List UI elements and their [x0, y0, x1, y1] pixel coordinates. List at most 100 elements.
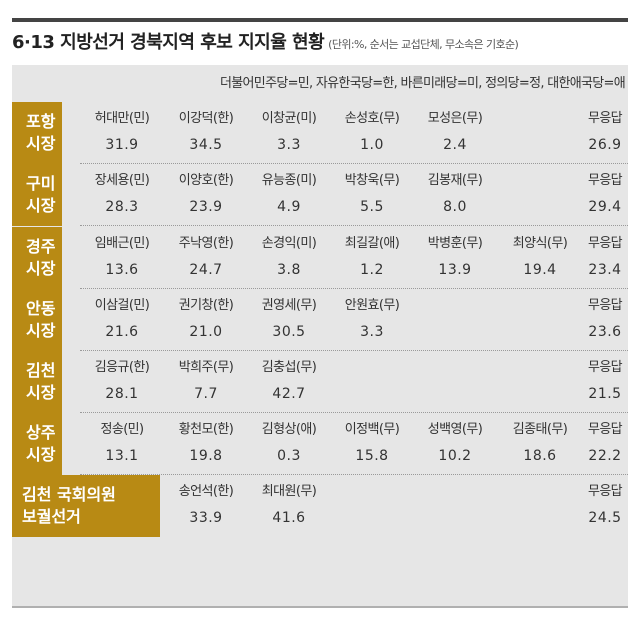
chart-subtitle: (단위:%, 순서는 교섭단체, 무소속은 기호순)	[328, 38, 519, 51]
candidate-support: 8.0	[443, 199, 467, 215]
candidate-support: 30.5	[272, 324, 306, 340]
top-rule	[12, 18, 628, 22]
candidate-support: 33.9	[189, 510, 223, 526]
candidate-support: 21.6	[105, 324, 139, 340]
race-label-line: 경주	[26, 237, 56, 256]
candidate-support: 3.3	[277, 137, 301, 153]
candidate-support: 1.0	[360, 137, 384, 153]
row-divider	[80, 350, 628, 352]
race-label-line: 구미	[26, 174, 56, 193]
candidate-support: 13.9	[438, 262, 472, 278]
race-label-line: 보궐선거	[22, 507, 81, 526]
candidate-name: 이양호(한)	[178, 173, 234, 188]
candidate-name: 권영세(무)	[261, 298, 317, 313]
candidate-support: 4.9	[277, 199, 301, 215]
candidate-name: 손성호(무)	[344, 111, 400, 126]
candidate-support: 41.6	[272, 510, 306, 526]
candidate-name: 김종태(무)	[512, 422, 568, 437]
row-divider	[80, 412, 628, 414]
party-legend: 더불어민주당=민, 자유한국당=한, 바른미래당=미, 정의당=정, 대한애국당…	[220, 76, 626, 91]
candidate-support: 13.6	[105, 262, 139, 278]
candidate-name: 안원효(무)	[344, 298, 400, 313]
candidate-name: 김충섭(무)	[261, 360, 317, 375]
race-label-line: 김천 국회의원	[22, 485, 116, 504]
candidate-support: 19.4	[523, 262, 557, 278]
no-response-value: 29.4	[588, 199, 622, 215]
candidate-support: 31.9	[105, 137, 139, 153]
candidate-name: 박병훈(무)	[427, 236, 483, 251]
race-label-line: 시장	[26, 383, 56, 402]
candidate-name: 최대원(무)	[261, 484, 317, 499]
candidate-name: 장세용(민)	[94, 173, 150, 188]
no-response-label: 무응답	[587, 236, 623, 251]
candidate-name: 김형상(애)	[261, 422, 317, 437]
candidate-support: 5.5	[360, 199, 384, 215]
no-response-label: 무응답	[587, 298, 623, 313]
candidate-name: 최양식(무)	[512, 236, 568, 251]
candidate-support: 10.2	[438, 448, 472, 464]
race-label-line: 상주	[26, 423, 56, 442]
candidate-name: 임배근(민)	[94, 236, 150, 251]
candidate-support: 1.2	[360, 262, 384, 278]
candidate-support: 23.9	[189, 199, 223, 215]
candidate-name: 황천모(한)	[178, 422, 234, 437]
candidate-name: 이창균(미)	[261, 111, 317, 126]
no-response-value: 23.6	[588, 324, 622, 340]
race-label-line: 시장	[26, 134, 56, 153]
candidate-name: 이정백(무)	[344, 422, 400, 437]
race-label-line: 시장	[26, 259, 56, 278]
no-response-value: 26.9	[588, 137, 622, 153]
candidate-support: 13.1	[105, 448, 139, 464]
row-divider	[80, 163, 628, 165]
candidate-support: 34.5	[189, 137, 223, 153]
row-divider	[80, 474, 628, 476]
candidate-support: 28.3	[105, 199, 139, 215]
candidate-support: 42.7	[272, 386, 306, 402]
candidate-name: 이강덕(한)	[178, 111, 234, 126]
chart-title: 6·13 지방선거 경북지역 후보 지지율 현황	[12, 32, 325, 53]
no-response-value: 22.2	[588, 448, 622, 464]
candidate-name: 권기창(한)	[178, 298, 234, 313]
race-label-line: 시장	[26, 445, 56, 464]
no-response-label: 무응답	[587, 422, 623, 437]
candidate-support: 2.4	[443, 137, 467, 153]
row-divider	[80, 225, 628, 227]
no-response-value: 21.5	[588, 386, 622, 402]
race-label-line: 시장	[26, 321, 56, 340]
candidate-name: 박희주(무)	[178, 360, 234, 375]
race-label-line: 안동	[26, 299, 56, 318]
candidate-name: 모성은(무)	[427, 111, 483, 126]
race-label-line: 김천	[26, 361, 56, 380]
candidate-name: 성백영(무)	[427, 422, 483, 437]
candidate-support: 3.3	[360, 324, 384, 340]
candidate-name: 최길갈(애)	[344, 236, 400, 251]
candidate-name: 유능종(미)	[261, 173, 317, 188]
candidate-support: 19.8	[189, 448, 223, 464]
candidate-support: 0.3	[277, 448, 301, 464]
candidate-name: 손경익(미)	[261, 236, 317, 251]
title-row: 6·13 지방선거 경북지역 후보 지지율 현황 (단위:%, 순서는 교섭단체…	[12, 28, 628, 64]
no-response-label: 무응답	[587, 173, 623, 188]
candidate-support: 24.7	[189, 262, 223, 278]
candidate-support: 28.1	[105, 386, 139, 402]
row-divider	[80, 288, 628, 290]
race-label-line: 시장	[26, 196, 56, 215]
candidate-name: 김응규(한)	[94, 360, 150, 375]
no-response-value: 24.5	[588, 510, 622, 526]
no-response-label: 무응답	[587, 360, 623, 375]
candidate-support: 15.8	[355, 448, 389, 464]
candidate-name: 박창욱(무)	[344, 173, 400, 188]
candidate-name: 허대만(민)	[94, 111, 150, 126]
candidate-support: 18.6	[523, 448, 557, 464]
candidate-name: 송언석(한)	[178, 484, 234, 499]
race-label-line: 포항	[26, 112, 56, 131]
candidate-support: 7.7	[194, 386, 218, 402]
candidate-name: 정송(민)	[100, 422, 144, 437]
no-response-label: 무응답	[587, 484, 623, 499]
